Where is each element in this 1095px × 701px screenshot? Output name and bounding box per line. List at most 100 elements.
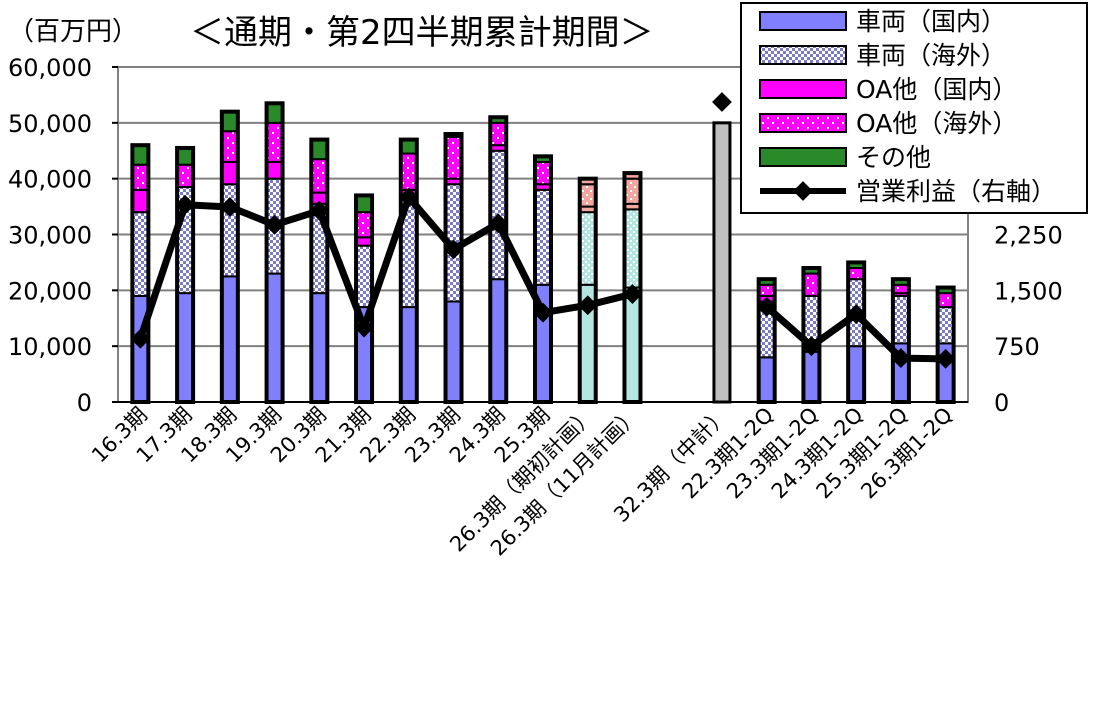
bar-outline	[756, 277, 777, 404]
bar-segment-oa-overseas	[265, 121, 284, 163]
legend-label-vehicle-domestic: 車両（国内）	[856, 7, 1006, 36]
bar-segment-oa-domestic	[355, 236, 374, 247]
bar-outline	[935, 285, 956, 404]
legend-label-profit: 営業利益（右軸）	[856, 177, 1056, 206]
x-axis-ticks: 16.3期17.3期18.3期19.3期20.3期21.3期22.3期23.3期…	[87, 403, 957, 561]
legend-box	[740, 2, 1088, 214]
bar-segment-vehicle-domestic	[623, 286, 642, 403]
profit-marker	[846, 304, 867, 325]
y-tick-label: 50,000	[8, 110, 92, 138]
bar-segment-other	[220, 110, 239, 133]
y-tick-label: 30,000	[8, 222, 92, 250]
legend-item-profit: 営業利益（右軸）	[760, 177, 1056, 206]
bar-outline	[577, 176, 598, 404]
bar-segment-other	[355, 194, 374, 214]
legend-swatch-vehicle-domestic	[759, 11, 847, 31]
legend-item-vehicle-domestic: 車両（国内）	[759, 7, 1006, 36]
profit-marker	[756, 296, 777, 317]
profit-marker	[577, 295, 598, 316]
bar-segment-vehicle-domestic	[176, 292, 195, 403]
bar-segment-vehicle-overseas	[131, 211, 150, 297]
bar-outline	[622, 171, 643, 404]
bar-segment-vehicle-overseas	[891, 294, 910, 345]
bar-segment-vehicle-domestic	[489, 278, 508, 403]
bar-segment-oa-overseas	[847, 267, 866, 281]
bar-outline	[130, 143, 151, 405]
profit-marker	[622, 284, 643, 304]
profit-marker	[130, 328, 151, 349]
bar-segment-oa-domestic	[220, 160, 239, 186]
legend-item-oa-domestic: OA他（国内）	[759, 75, 1017, 104]
bar-segment-vehicle-domestic	[265, 272, 284, 404]
bar-segment-oa-overseas	[444, 135, 463, 180]
profit-marker	[443, 239, 464, 260]
y-axis-ticks: 0 10,000 20,000 30,000 40,000 50,000 60,000	[8, 54, 118, 417]
bar-segment-vehicle-domestic	[757, 356, 776, 404]
bar-segment-oa-overseas	[131, 163, 150, 191]
legend-item-vehicle-overseas: 車両（海外）	[759, 41, 1006, 70]
profit-marker	[935, 348, 956, 369]
bar-midterm-total	[712, 121, 732, 404]
bar-segment-oa-overseas	[891, 283, 910, 295]
bar-segment-vehicle-domestic	[220, 275, 239, 403]
bar-segment-oa-overseas	[534, 160, 552, 186]
profit-marker	[488, 213, 509, 234]
legend-label-oa-overseas: OA他（海外）	[856, 109, 1017, 138]
legend-swatch-vehicle-overseas	[759, 45, 847, 65]
bar-segment-vehicle-domestic	[847, 345, 866, 403]
bar-segment-other	[399, 138, 418, 155]
bar-outline	[398, 137, 419, 404]
legend-item-oa-overseas: OA他（海外）	[759, 109, 1017, 138]
y-tick-label: 60,000	[8, 54, 92, 82]
profit-marker	[398, 187, 419, 208]
y2-tick-label: 750	[994, 333, 1040, 361]
bar-segment-vehicle-domestic	[444, 300, 463, 403]
profit-marker	[890, 348, 911, 368]
bar-segment-oa-overseas	[310, 158, 329, 194]
y2-tick-label: 0	[994, 389, 1009, 417]
bar-segment-other	[131, 144, 150, 166]
bar-segment-vehicle-domestic	[802, 350, 821, 403]
bar-segment-oa-overseas	[355, 211, 374, 239]
bar-outline	[890, 277, 911, 404]
y-tick-label: 0	[77, 389, 92, 417]
profit-line	[130, 92, 956, 369]
bar-outline	[175, 145, 196, 404]
bar-segment-other	[265, 102, 284, 124]
profit-marker	[533, 302, 553, 323]
bar-segment-oa-overseas	[399, 152, 418, 191]
bar-segment-oa-overseas	[936, 292, 955, 309]
bar-segment-oa-overseas	[623, 177, 642, 205]
legend-swatch-other	[759, 147, 847, 167]
legend-label-vehicle-overseas: 車両（海外）	[856, 41, 1006, 70]
y-tick-label: 10,000	[8, 333, 92, 361]
chart-title: ＜通期・第2四半期累計期間＞	[190, 13, 654, 53]
profit-marker	[219, 197, 240, 217]
legend: 車両（国内） 車両（海外） OA他（国内） OA他（海外） その他 営業利益（右…	[740, 2, 1088, 214]
legend-item-other: その他	[759, 143, 931, 172]
bar-segment-vehicle-overseas	[578, 211, 597, 286]
unit-label: （百万円）	[8, 17, 138, 47]
bar-outline	[846, 260, 867, 404]
legend-label-other: その他	[856, 143, 931, 172]
profit-marker	[264, 214, 285, 235]
bars	[130, 101, 956, 405]
bar-outline	[533, 154, 553, 404]
bar-outline	[219, 109, 240, 405]
legend-swatch-oa-overseas	[759, 113, 847, 133]
legend-label-oa-domestic: OA他（国内）	[856, 75, 1017, 104]
y2-tick-label: 2,250	[994, 222, 1063, 250]
bar-segment-other	[310, 138, 329, 161]
y2-axis-ticks: 0 750 1,500 2,250	[994, 222, 1063, 418]
bar-segment-vehicle-overseas	[623, 208, 642, 289]
profit-marker	[354, 317, 374, 338]
bar-segment-oa-domestic	[265, 160, 284, 180]
bar-segment-vehicle-overseas	[534, 188, 552, 286]
bar-segment-oa-overseas	[578, 183, 597, 208]
profit-marker	[309, 200, 330, 221]
bar-outline	[443, 132, 464, 404]
y-tick-label: 40,000	[8, 166, 92, 194]
y2-tick-label: 1,500	[994, 277, 1063, 305]
profit-marker	[175, 194, 196, 215]
bar-segment-vehicle-domestic	[310, 292, 329, 403]
